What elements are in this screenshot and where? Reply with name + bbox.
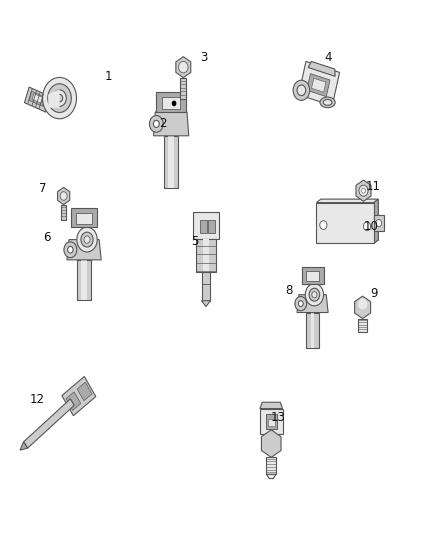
Polygon shape — [266, 474, 276, 479]
Polygon shape — [308, 61, 335, 76]
Bar — [358, 304, 367, 308]
Bar — [265, 414, 277, 429]
Bar — [180, 78, 186, 99]
Bar — [200, 220, 207, 233]
Text: 6: 6 — [43, 231, 51, 244]
Polygon shape — [153, 112, 189, 136]
Polygon shape — [48, 89, 60, 108]
Circle shape — [172, 101, 177, 106]
Polygon shape — [321, 199, 378, 240]
Polygon shape — [317, 199, 378, 203]
Circle shape — [359, 185, 368, 196]
Polygon shape — [32, 94, 43, 103]
Circle shape — [320, 221, 327, 229]
Bar — [81, 260, 87, 301]
Polygon shape — [24, 399, 74, 448]
Polygon shape — [29, 91, 46, 106]
Bar — [358, 319, 367, 332]
Polygon shape — [299, 61, 339, 106]
Text: 5: 5 — [191, 235, 199, 247]
Text: 1: 1 — [104, 70, 112, 83]
Text: 12: 12 — [30, 393, 45, 406]
Text: 8: 8 — [285, 284, 292, 297]
Circle shape — [293, 80, 310, 100]
Polygon shape — [176, 56, 191, 78]
Circle shape — [149, 116, 163, 132]
Circle shape — [305, 284, 324, 306]
Polygon shape — [307, 74, 330, 96]
Polygon shape — [201, 301, 210, 306]
Circle shape — [309, 288, 320, 301]
Polygon shape — [67, 240, 101, 260]
Circle shape — [312, 292, 317, 298]
Bar — [302, 267, 324, 284]
Bar — [162, 96, 180, 109]
Bar — [266, 457, 276, 474]
Text: 7: 7 — [39, 182, 46, 195]
Circle shape — [295, 296, 307, 311]
Polygon shape — [20, 442, 28, 450]
Circle shape — [376, 220, 381, 227]
Ellipse shape — [323, 100, 332, 106]
Circle shape — [81, 232, 93, 247]
Bar — [268, 419, 275, 426]
Polygon shape — [260, 402, 283, 409]
Circle shape — [67, 246, 73, 253]
Circle shape — [77, 227, 97, 252]
Polygon shape — [374, 215, 384, 231]
Circle shape — [297, 85, 306, 95]
Polygon shape — [57, 188, 70, 205]
Bar — [203, 239, 209, 272]
Polygon shape — [261, 430, 281, 457]
Circle shape — [57, 94, 63, 102]
Bar — [264, 434, 279, 441]
Text: 11: 11 — [366, 181, 381, 193]
Circle shape — [364, 222, 371, 231]
Polygon shape — [62, 376, 96, 416]
Bar — [306, 271, 319, 280]
Bar — [311, 312, 314, 348]
Text: 3: 3 — [200, 51, 208, 63]
Bar — [76, 213, 92, 224]
Bar — [156, 92, 186, 112]
Bar — [208, 220, 215, 233]
Circle shape — [64, 242, 77, 257]
Polygon shape — [66, 392, 81, 410]
Bar — [193, 213, 219, 239]
Polygon shape — [297, 295, 328, 312]
Polygon shape — [356, 180, 371, 201]
Circle shape — [179, 61, 188, 73]
Ellipse shape — [320, 97, 335, 108]
Text: 2: 2 — [159, 117, 166, 130]
Circle shape — [84, 236, 90, 243]
Bar — [61, 205, 66, 220]
Circle shape — [153, 120, 159, 127]
Polygon shape — [77, 382, 92, 401]
Polygon shape — [355, 296, 371, 319]
Polygon shape — [311, 78, 326, 92]
Circle shape — [358, 298, 367, 310]
Bar — [77, 260, 92, 301]
Bar — [201, 272, 210, 301]
Circle shape — [298, 301, 303, 306]
Text: 4: 4 — [324, 51, 332, 63]
Text: 10: 10 — [364, 220, 379, 233]
Bar — [260, 409, 283, 434]
Polygon shape — [374, 199, 378, 244]
Bar — [317, 203, 374, 244]
Bar — [168, 136, 174, 188]
Polygon shape — [25, 87, 50, 112]
Bar — [164, 136, 178, 188]
Text: 13: 13 — [270, 411, 285, 424]
Circle shape — [48, 84, 71, 112]
Circle shape — [53, 90, 66, 107]
Circle shape — [42, 77, 77, 119]
Circle shape — [362, 188, 365, 193]
Bar — [196, 239, 216, 272]
Bar — [71, 208, 97, 227]
Text: 9: 9 — [370, 287, 377, 300]
Circle shape — [60, 192, 67, 200]
Bar — [306, 312, 319, 348]
